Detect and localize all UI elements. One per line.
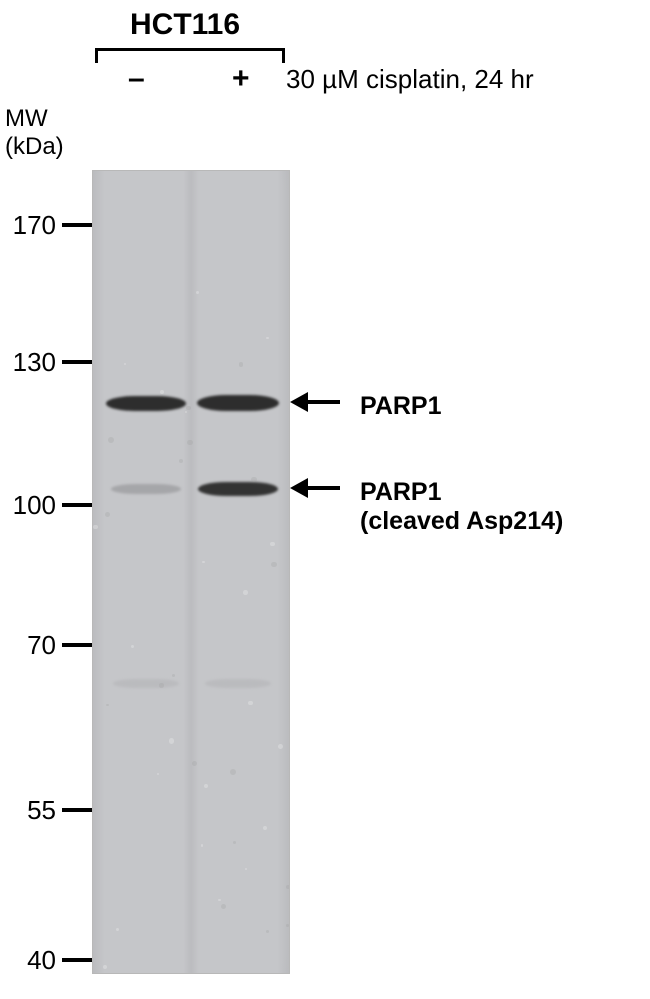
film-noise — [271, 562, 277, 568]
mw-tick-130 — [62, 360, 92, 364]
lane-plus-sign: + — [232, 62, 250, 96]
film-noise — [266, 337, 268, 339]
film-noise — [108, 437, 114, 443]
band-3 — [198, 482, 278, 496]
mw-marker-55: 55 — [27, 795, 56, 826]
film-noise — [251, 477, 257, 483]
mw-tick-40 — [62, 958, 92, 962]
lane-minus-sign: – — [128, 62, 145, 96]
mw-marker-40: 40 — [27, 945, 56, 976]
film-noise — [239, 362, 244, 367]
film-noise — [185, 411, 187, 413]
band-arrow-0 — [290, 392, 340, 412]
film-noise — [192, 761, 197, 766]
band-label-0: PARP1 — [360, 392, 442, 421]
film-noise — [187, 440, 192, 445]
lane-bracket — [95, 48, 285, 60]
cell-line-label: HCT116 — [130, 8, 240, 42]
film-noise — [218, 899, 221, 902]
band-4 — [113, 679, 179, 688]
film-noise — [248, 701, 252, 705]
arrow-line — [308, 400, 340, 404]
arrow-head-icon — [290, 478, 308, 498]
mw-axis-label: MW (kDa) — [5, 105, 64, 160]
mw-marker-170: 170 — [13, 210, 56, 241]
film-noise — [116, 928, 119, 931]
blot-texture — [93, 171, 289, 973]
film-noise — [243, 590, 248, 595]
band-5 — [205, 679, 271, 688]
film-noise — [286, 924, 289, 927]
band-arrow-1 — [290, 478, 340, 498]
band-1 — [197, 395, 279, 411]
blot-membrane — [92, 170, 290, 974]
western-blot-figure: HCT116 – + 30 µM cisplatin, 24 hr MW (kD… — [0, 0, 650, 999]
band-2 — [111, 484, 181, 494]
film-noise — [196, 291, 199, 294]
film-noise — [230, 769, 236, 775]
band-label-1: PARP1(cleaved Asp214) — [360, 478, 563, 536]
mw-marker-130: 130 — [13, 347, 56, 378]
film-noise — [93, 525, 97, 529]
film-noise — [160, 390, 164, 394]
mw-tick-70 — [62, 643, 92, 647]
film-noise — [286, 885, 290, 889]
mw-tick-100 — [62, 503, 92, 507]
arrow-head-icon — [290, 392, 308, 412]
film-noise — [169, 738, 174, 743]
film-noise — [278, 744, 283, 749]
mw-tick-55 — [62, 808, 92, 812]
film-noise — [289, 283, 290, 286]
mw-text-line1: MW — [5, 105, 48, 132]
mw-marker-100: 100 — [13, 490, 56, 521]
film-noise — [159, 683, 164, 688]
treatment-label: 30 µM cisplatin, 24 hr — [286, 64, 534, 95]
mw-marker-70: 70 — [27, 630, 56, 661]
mw-text-line2: (kDa) — [5, 133, 64, 160]
mw-tick-170 — [62, 223, 92, 227]
arrow-line — [308, 486, 340, 490]
band-0 — [106, 396, 186, 411]
